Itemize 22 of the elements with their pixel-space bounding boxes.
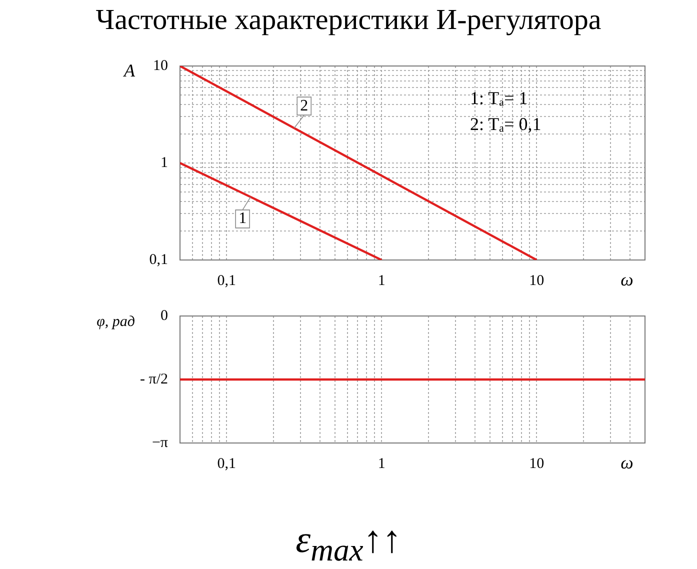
y-axis-title: A xyxy=(123,60,136,81)
y-tick-label: 0 xyxy=(160,308,168,324)
chart-title: Частотные характеристики И-регулятора xyxy=(94,3,602,38)
x-tick-label: 0,1 xyxy=(217,456,236,472)
y-axis-title: φ, рад xyxy=(96,314,136,330)
x-tick-label: 10 xyxy=(529,272,544,289)
annotation: 1: Tₐ= 1 xyxy=(470,87,529,110)
series-label: 1 xyxy=(238,210,247,228)
y-tick-label: 0,1 xyxy=(149,252,168,268)
x-axis-title: ω xyxy=(620,270,634,290)
annotation: 2: Tₐ= 0,1 xyxy=(470,113,542,136)
y-tick-label: 10 xyxy=(153,58,168,74)
series-label: 2 xyxy=(300,97,308,114)
x-tick-label: 1 xyxy=(378,272,386,289)
x-axis-title: ω xyxy=(620,452,634,473)
x-tick-label: 0,1 xyxy=(217,272,236,289)
x-tick-label: 10 xyxy=(529,456,544,472)
y-tick-label: 1 xyxy=(160,154,168,171)
y-tick-label: - π/2 xyxy=(140,371,168,388)
text: ε$_{max}$↑↑ xyxy=(294,518,402,569)
y-tick-label: −π xyxy=(152,434,168,451)
x-tick-label: 1 xyxy=(378,456,386,472)
